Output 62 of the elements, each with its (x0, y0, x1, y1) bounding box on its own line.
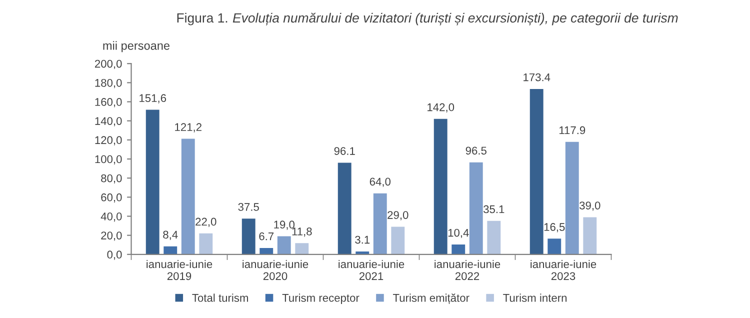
data-label: 8,4 (163, 230, 178, 240)
y-tick-label: 60,0 (101, 193, 122, 203)
bar (338, 162, 352, 254)
bar (565, 142, 579, 254)
data-label: 19,0 (274, 220, 295, 230)
y-axis-title: mii persoane (103, 41, 170, 52)
legend-label: Total turism (192, 294, 248, 302)
y-tick-label: 20,0 (101, 232, 122, 241)
legend-label: Turism intern (503, 294, 567, 302)
data-label: 39,0 (580, 202, 600, 211)
y-tick-label: 40,0 (100, 212, 122, 222)
y-tick-label: 160,0 (95, 98, 122, 108)
data-label: 96.5 (466, 146, 486, 155)
chart-title: Figura 1. (177, 12, 228, 26)
data-label: 29,0 (388, 211, 408, 220)
data-label: 173.4 (524, 73, 550, 82)
y-tick-label: 140,0 (95, 117, 122, 126)
bar (530, 88, 544, 254)
data-label: 151,6 (140, 94, 166, 104)
data-label: 16,5 (544, 223, 565, 232)
chart-subtitle: Evoluția numărului de vizitatori (turiști și excursioniști), pe categorii de turism (232, 12, 678, 26)
bar (164, 246, 178, 254)
bar (277, 236, 291, 254)
y-tick-label: 0,0 (107, 250, 122, 260)
data-label: 6.7 (259, 232, 274, 240)
data-label: 35.1 (484, 205, 504, 214)
y-tick-label: 180,0 (95, 78, 122, 88)
bar (469, 162, 483, 254)
data-label: 117.9 (559, 126, 586, 134)
bar (391, 226, 405, 254)
x-tick-label: ianuarie-iunie 2019 (146, 260, 212, 280)
y-tick-label: 100,0 (95, 155, 122, 164)
bar (295, 243, 309, 254)
bar (487, 220, 501, 254)
bar (146, 110, 160, 254)
y-tick-label: 80,0 (101, 174, 122, 184)
legend-label: Turism emițător (393, 294, 470, 304)
x-tick-label: ianuarie-iunie 2021 (338, 260, 404, 280)
data-label: 11,8 (292, 228, 312, 237)
bar (181, 138, 195, 254)
bar (452, 244, 466, 254)
bar (548, 238, 562, 254)
x-tick-label: ianuarie-iunie 2023 (530, 260, 596, 280)
x-tick-label: ianuarie-iunie 2020 (242, 260, 308, 280)
data-label: 121,2 (175, 123, 202, 132)
bar (260, 248, 274, 254)
data-label: 64,0 (370, 178, 391, 187)
bar (583, 217, 597, 254)
y-tick-label: 200,0 (94, 60, 122, 70)
data-label: 3.1 (355, 236, 370, 244)
data-label: 142,0 (428, 103, 454, 112)
y-tick-label: 120,0 (95, 136, 122, 146)
data-label: 96.1 (334, 147, 355, 155)
x-tick-label: ianuarie-iunie 2022 (434, 260, 500, 280)
bar (242, 218, 256, 254)
legend-label: Turism receptor (282, 294, 360, 304)
bar (373, 193, 387, 254)
data-label: 37.5 (238, 203, 259, 211)
bar (199, 233, 213, 254)
bar (434, 118, 448, 254)
data-label: 22,0 (196, 218, 216, 227)
data-label: 10,4 (448, 228, 469, 238)
